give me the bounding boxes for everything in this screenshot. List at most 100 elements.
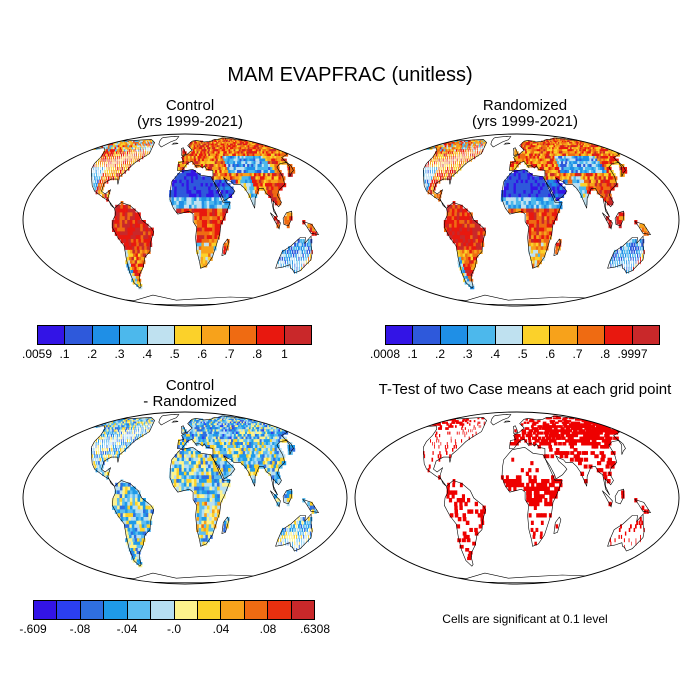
- grid-cell: [429, 179, 431, 184]
- grid-cell: [444, 147, 447, 150]
- grid-cell: [538, 242, 542, 247]
- grid-cell: [474, 223, 478, 229]
- grid-cell: [117, 235, 122, 240]
- grid-cell: [98, 176, 101, 181]
- grid-cell: [439, 149, 442, 152]
- grid-cell: [249, 186, 254, 191]
- grid-cell: [189, 431, 193, 435]
- grid-cell: [193, 197, 198, 202]
- grid-cell: [526, 149, 530, 152]
- grid-cell: [174, 193, 177, 198]
- grid-cell: [189, 429, 193, 433]
- grid-cell: [533, 208, 537, 213]
- grid-cell: [149, 417, 152, 420]
- grid-cell: [191, 143, 195, 146]
- grid-cell: [476, 249, 481, 254]
- grid-cell: [598, 142, 605, 145]
- coastline-antarctica: [428, 294, 606, 305]
- grid-cell: [532, 151, 536, 155]
- grid-cell: [124, 145, 127, 148]
- grid-cell: [202, 263, 205, 268]
- grid-cell: [546, 227, 550, 232]
- grid-cell: [470, 147, 472, 150]
- grid-cell: [124, 142, 127, 145]
- grid-cell: [628, 242, 631, 247]
- difference-map: [22, 411, 348, 585]
- grid-cell: [200, 256, 204, 261]
- grid-cell: [214, 231, 218, 236]
- grid-cell: [309, 223, 313, 229]
- grid-cell: [111, 170, 113, 174]
- grid-cell: [511, 190, 514, 195]
- grid-cell: [427, 170, 429, 174]
- grid-cell: [541, 179, 546, 184]
- grid-cell: [112, 164, 114, 168]
- grid-cell: [97, 164, 99, 168]
- grid-cell: [171, 197, 175, 202]
- grid-cell: [111, 149, 114, 152]
- grid-cell: [456, 156, 458, 160]
- grid-cell: [463, 276, 468, 280]
- grid-cell: [214, 239, 218, 244]
- grid-cell: [188, 183, 192, 188]
- grid-cell: [263, 179, 268, 184]
- grid-cell: [102, 167, 103, 171]
- grid-cell: [106, 149, 109, 152]
- grid-cell: [535, 246, 539, 251]
- grid-cell: [284, 256, 286, 261]
- grid-cell: [468, 143, 470, 146]
- coastline-greenland: [490, 135, 512, 148]
- control-title-line1: Control: [165, 97, 215, 114]
- grid-cell: [117, 151, 120, 155]
- grid-cell: [513, 190, 517, 195]
- grid-cell: [191, 201, 195, 206]
- grid-cell: [457, 253, 462, 258]
- grid-cell: [269, 176, 274, 181]
- grid-cell: [536, 220, 540, 225]
- grid-cell: [216, 193, 220, 198]
- grid-cell: [465, 239, 469, 244]
- grid-cell: [540, 197, 545, 202]
- grid-cell: [129, 220, 133, 225]
- grid-cell: [461, 147, 464, 150]
- grid-cell: [109, 153, 111, 157]
- grid-cell: [200, 439, 204, 443]
- grid-cell: [469, 253, 474, 258]
- grid-cell: [141, 143, 143, 146]
- grid-cell: [524, 158, 527, 162]
- grid-cell: [472, 227, 476, 232]
- grid-cell: [455, 242, 460, 247]
- grid-cell: [143, 235, 147, 240]
- grid-cell: [449, 151, 452, 155]
- grid-cell: [273, 179, 278, 184]
- grid-cell: [567, 167, 572, 171]
- grid-cell: [120, 143, 124, 146]
- grid-cell: [442, 158, 444, 162]
- grid-cell: [258, 140, 266, 143]
- grid-cell: [546, 170, 551, 174]
- grid-cell: [458, 263, 463, 268]
- grid-cell: [466, 140, 469, 143]
- map-frame: [22, 133, 348, 307]
- grid-cell: [443, 153, 445, 157]
- grid-cell: [274, 167, 280, 171]
- grid-cell: [464, 227, 468, 232]
- grid-cell: [530, 183, 534, 188]
- grid-cell: [148, 143, 150, 146]
- grid-cell: [450, 149, 453, 152]
- grid-cell: [209, 434, 213, 438]
- grid-cell: [505, 204, 509, 210]
- grid-cell: [595, 186, 600, 191]
- grid-cell: [94, 176, 96, 181]
- grid-cell: [199, 434, 203, 438]
- grid-cell: [186, 176, 190, 181]
- grid-cell: [134, 143, 137, 146]
- grid-cell: [93, 183, 95, 188]
- grid-cell: [424, 179, 426, 184]
- grid-cell: [130, 436, 132, 440]
- grid-cell: [456, 223, 460, 229]
- grid-cell: [545, 193, 550, 198]
- grid-cell: [436, 170, 438, 174]
- grid-cell: [223, 158, 228, 162]
- grid-cell: [105, 431, 108, 435]
